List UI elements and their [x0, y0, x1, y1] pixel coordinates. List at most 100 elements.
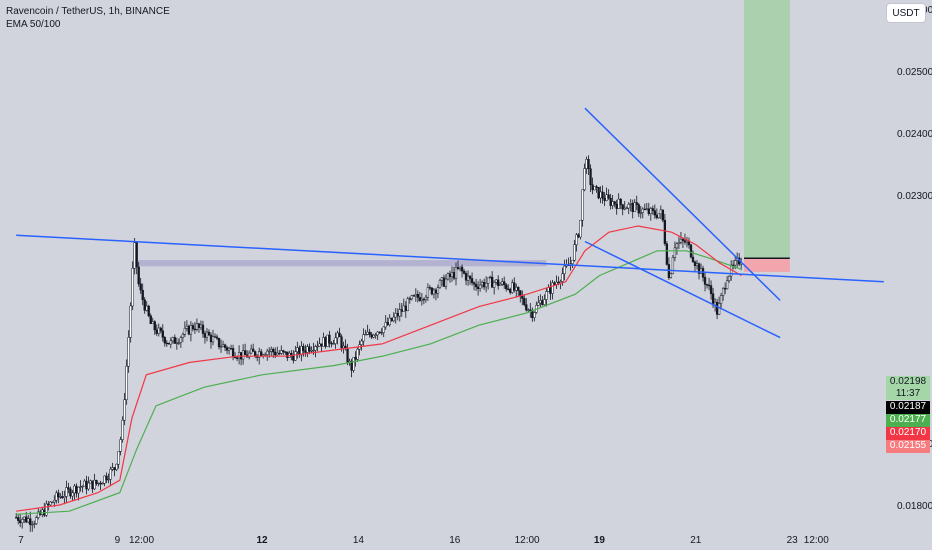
- candle-body: [235, 357, 239, 359]
- candle-body: [424, 296, 428, 300]
- candle-body: [693, 261, 697, 267]
- ema50-line[interactable]: [16, 225, 742, 512]
- candle-body: [673, 247, 677, 258]
- candle-body: [304, 350, 307, 353]
- candle-body: [268, 350, 271, 353]
- candle-body: [466, 275, 470, 281]
- candle-body: [294, 351, 297, 361]
- candle-body: [181, 334, 185, 338]
- candle-body: [434, 289, 438, 294]
- candle-body: [374, 334, 377, 336]
- candle-body: [109, 468, 112, 480]
- candle-body: [581, 189, 584, 221]
- candle-body: [561, 273, 564, 282]
- candle-body: [163, 337, 166, 344]
- candle-body: [519, 290, 522, 297]
- candle-body: [205, 331, 209, 338]
- candle-body: [360, 340, 363, 345]
- candle-body: [577, 234, 580, 238]
- candle-body: [452, 272, 456, 279]
- target-zone[interactable]: [744, 0, 790, 259]
- candle-body: [67, 487, 70, 490]
- candle-body: [59, 496, 62, 498]
- currency-button[interactable]: USDT: [887, 4, 925, 22]
- candle-body: [368, 331, 371, 335]
- candle-body: [619, 198, 622, 205]
- candle-body: [223, 344, 227, 348]
- x-tick-label: 19: [594, 535, 606, 546]
- channel-lower-line[interactable]: [584, 240, 781, 339]
- candle-body: [33, 523, 36, 525]
- candle-body: [276, 352, 279, 356]
- candle-body: [356, 348, 359, 360]
- candle-body: [631, 203, 634, 212]
- candle-body: [201, 324, 205, 334]
- candle-body: [159, 327, 162, 332]
- candle-body: [143, 299, 146, 311]
- candle-body: [278, 352, 281, 355]
- candle-body: [308, 346, 311, 352]
- candle-body: [57, 492, 60, 498]
- candle-body: [227, 348, 231, 351]
- ema100-line[interactable]: [16, 250, 742, 515]
- candle-body: [352, 357, 355, 371]
- stop-zone[interactable]: [744, 258, 790, 272]
- candle-body: [394, 313, 397, 318]
- candle-body: [338, 332, 341, 338]
- candle-body: [302, 346, 305, 352]
- candle-body: [382, 326, 385, 333]
- candle-body: [215, 336, 219, 339]
- candle-body: [125, 365, 128, 400]
- candle-body: [525, 304, 528, 311]
- candle-body: [727, 275, 731, 282]
- candle-body: [685, 240, 689, 243]
- horizontal-trendline[interactable]: [16, 234, 884, 283]
- candle-body: [679, 238, 683, 243]
- channel-upper-line[interactable]: [584, 107, 781, 301]
- candle-body: [709, 285, 713, 294]
- candle-body: [681, 238, 685, 241]
- candle-body: [593, 186, 596, 191]
- candle-body: [61, 496, 64, 499]
- candle-body: [667, 264, 671, 279]
- candle-body: [446, 273, 450, 280]
- candle-body: [432, 289, 436, 295]
- candle-body: [396, 313, 399, 317]
- candle-body: [412, 295, 415, 297]
- candle-body: [155, 329, 158, 334]
- candle-body: [456, 267, 460, 269]
- candle-body: [292, 355, 295, 361]
- candle-body: [486, 277, 490, 284]
- candle-body: [282, 350, 285, 352]
- candle-body: [721, 288, 725, 296]
- candle-body: [426, 287, 430, 298]
- candle-body: [252, 348, 255, 352]
- candle-body: [655, 214, 658, 218]
- candle-body: [221, 344, 225, 347]
- candle-body: [515, 286, 518, 291]
- candle-body: [45, 503, 48, 516]
- candle-body: [517, 286, 520, 291]
- candle-body: [167, 342, 170, 345]
- candle-body: [637, 204, 640, 214]
- candle-body: [229, 348, 233, 350]
- candle-body: [135, 242, 138, 268]
- candle-body: [370, 334, 373, 338]
- indicator-label[interactable]: EMA 50/100: [6, 19, 61, 30]
- candle-body: [493, 282, 496, 288]
- candle-body: [266, 350, 269, 355]
- candle-body: [179, 337, 183, 343]
- candle-body: [203, 333, 207, 338]
- x-tick-label: 21: [690, 535, 702, 546]
- candle-body: [270, 348, 273, 352]
- candle-body: [362, 334, 365, 342]
- candle-body: [213, 336, 217, 338]
- candle-body: [613, 201, 616, 205]
- candle-body: [595, 186, 598, 188]
- x-tick-label: 16: [449, 535, 461, 546]
- candle-body: [63, 496, 66, 499]
- candle-body: [497, 279, 500, 286]
- candle-body: [587, 159, 590, 169]
- candle-body: [553, 282, 556, 285]
